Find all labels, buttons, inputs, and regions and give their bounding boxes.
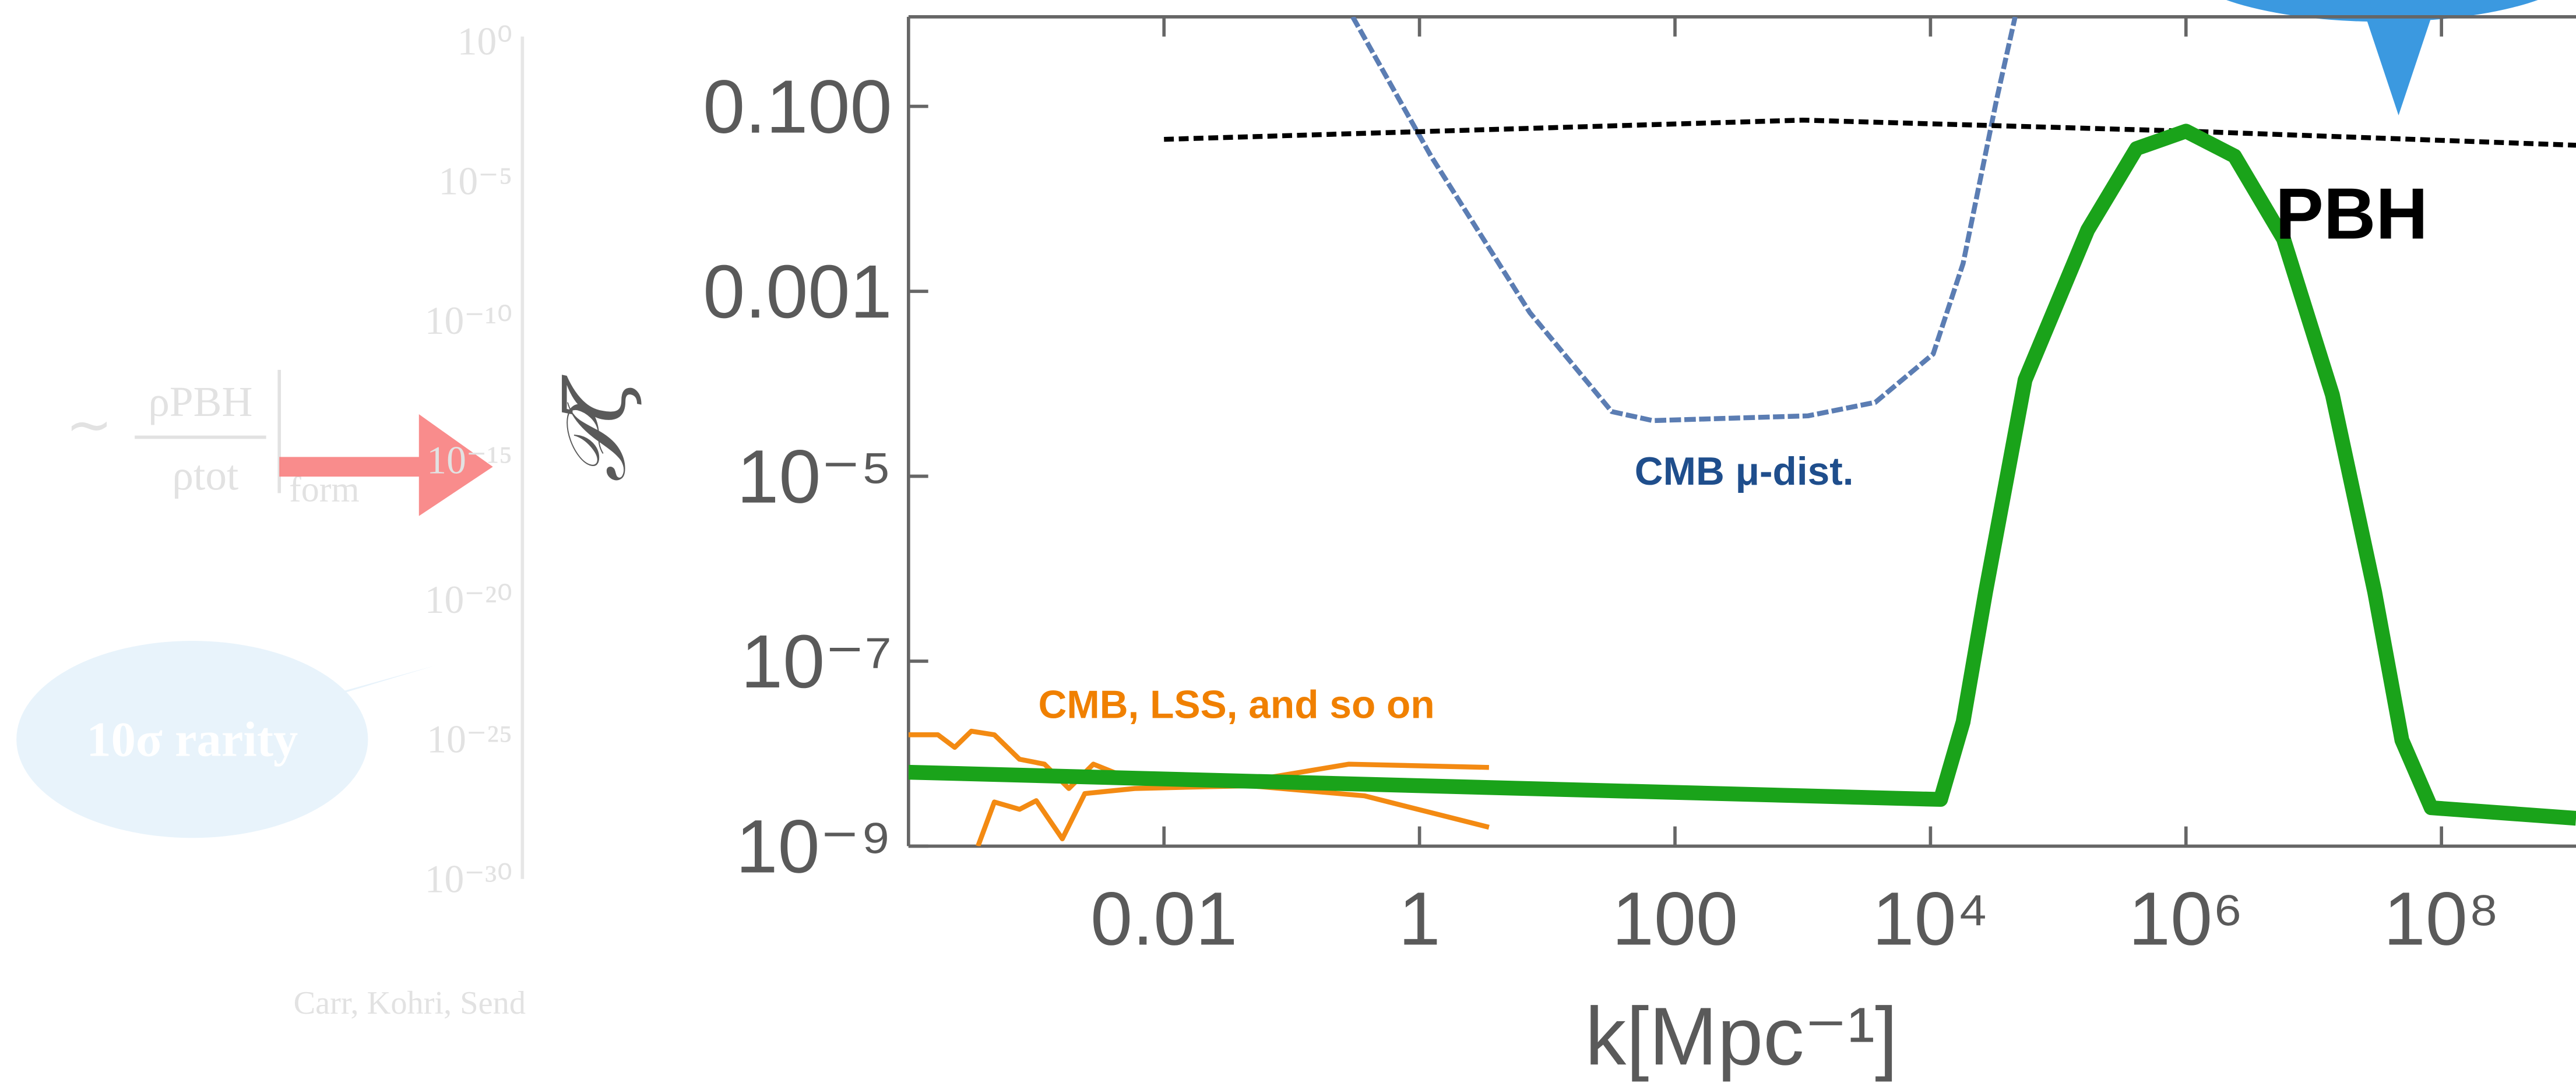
series-line — [1164, 117, 2576, 148]
bg-formula-numerator: ρPBH — [148, 378, 252, 425]
series-label: CMB μ-dist. — [1635, 450, 1854, 493]
x-tick-label: 10⁶ — [2128, 877, 2244, 961]
y-tick-label: 10⁻⁹ — [736, 805, 892, 889]
series-line — [976, 783, 1490, 846]
x-tick-label: 10⁴ — [1872, 877, 1989, 961]
x-tick-label: 100 — [1612, 877, 1738, 961]
series-label: CMB, LSS, and so on — [1039, 683, 1435, 727]
y-tick-label: 10⁻⁷ — [741, 620, 892, 704]
y-tick-label: 0.001 — [703, 250, 892, 334]
bg-tick-label: 10⁻⁵ — [439, 159, 513, 203]
x-axis-label: k[Mpc⁻¹] — [1585, 990, 1898, 1082]
bg-tick-label: 10⁻³⁰ — [425, 857, 513, 901]
y-tick-label: 0.100 — [703, 65, 892, 149]
background-panel: ∼ ρPBH ρtot form 10σ rarity Carr, Kohri,… — [16, 20, 526, 1021]
bg-tick-label: 10⁻¹⁰ — [425, 299, 513, 343]
x-tick-label: 1 — [1399, 877, 1441, 961]
series-label: PBH — [2275, 174, 2428, 254]
bubble-text: 10σ rarity — [86, 712, 298, 767]
bg-tick-label: 10⁰ — [458, 20, 513, 64]
bg-tick-label: 10⁻²⁰ — [425, 578, 513, 622]
x-tick-label: 10⁸ — [2384, 877, 2500, 961]
citation: Carr, Kohri, Send — [294, 985, 526, 1021]
bg-tick-label: 10⁻¹⁵ — [427, 439, 512, 482]
y-tick-label: 10⁻⁵ — [737, 435, 892, 519]
x-tick-label: 0.01 — [1090, 877, 1237, 961]
series-line — [908, 124, 2576, 826]
bg-tick-label: 10⁻²⁵ — [427, 718, 512, 761]
arrow — [279, 414, 493, 516]
bg-formula-denominator: ρtot — [172, 452, 238, 499]
callout-tail — [2366, 16, 2431, 116]
series-line — [1350, 16, 2018, 424]
plot-area — [908, 16, 2576, 846]
bubble — [16, 641, 368, 838]
bg-formula-prefix: ∼ — [66, 394, 112, 456]
y-axis-label: 𝒫ζ — [548, 375, 644, 483]
